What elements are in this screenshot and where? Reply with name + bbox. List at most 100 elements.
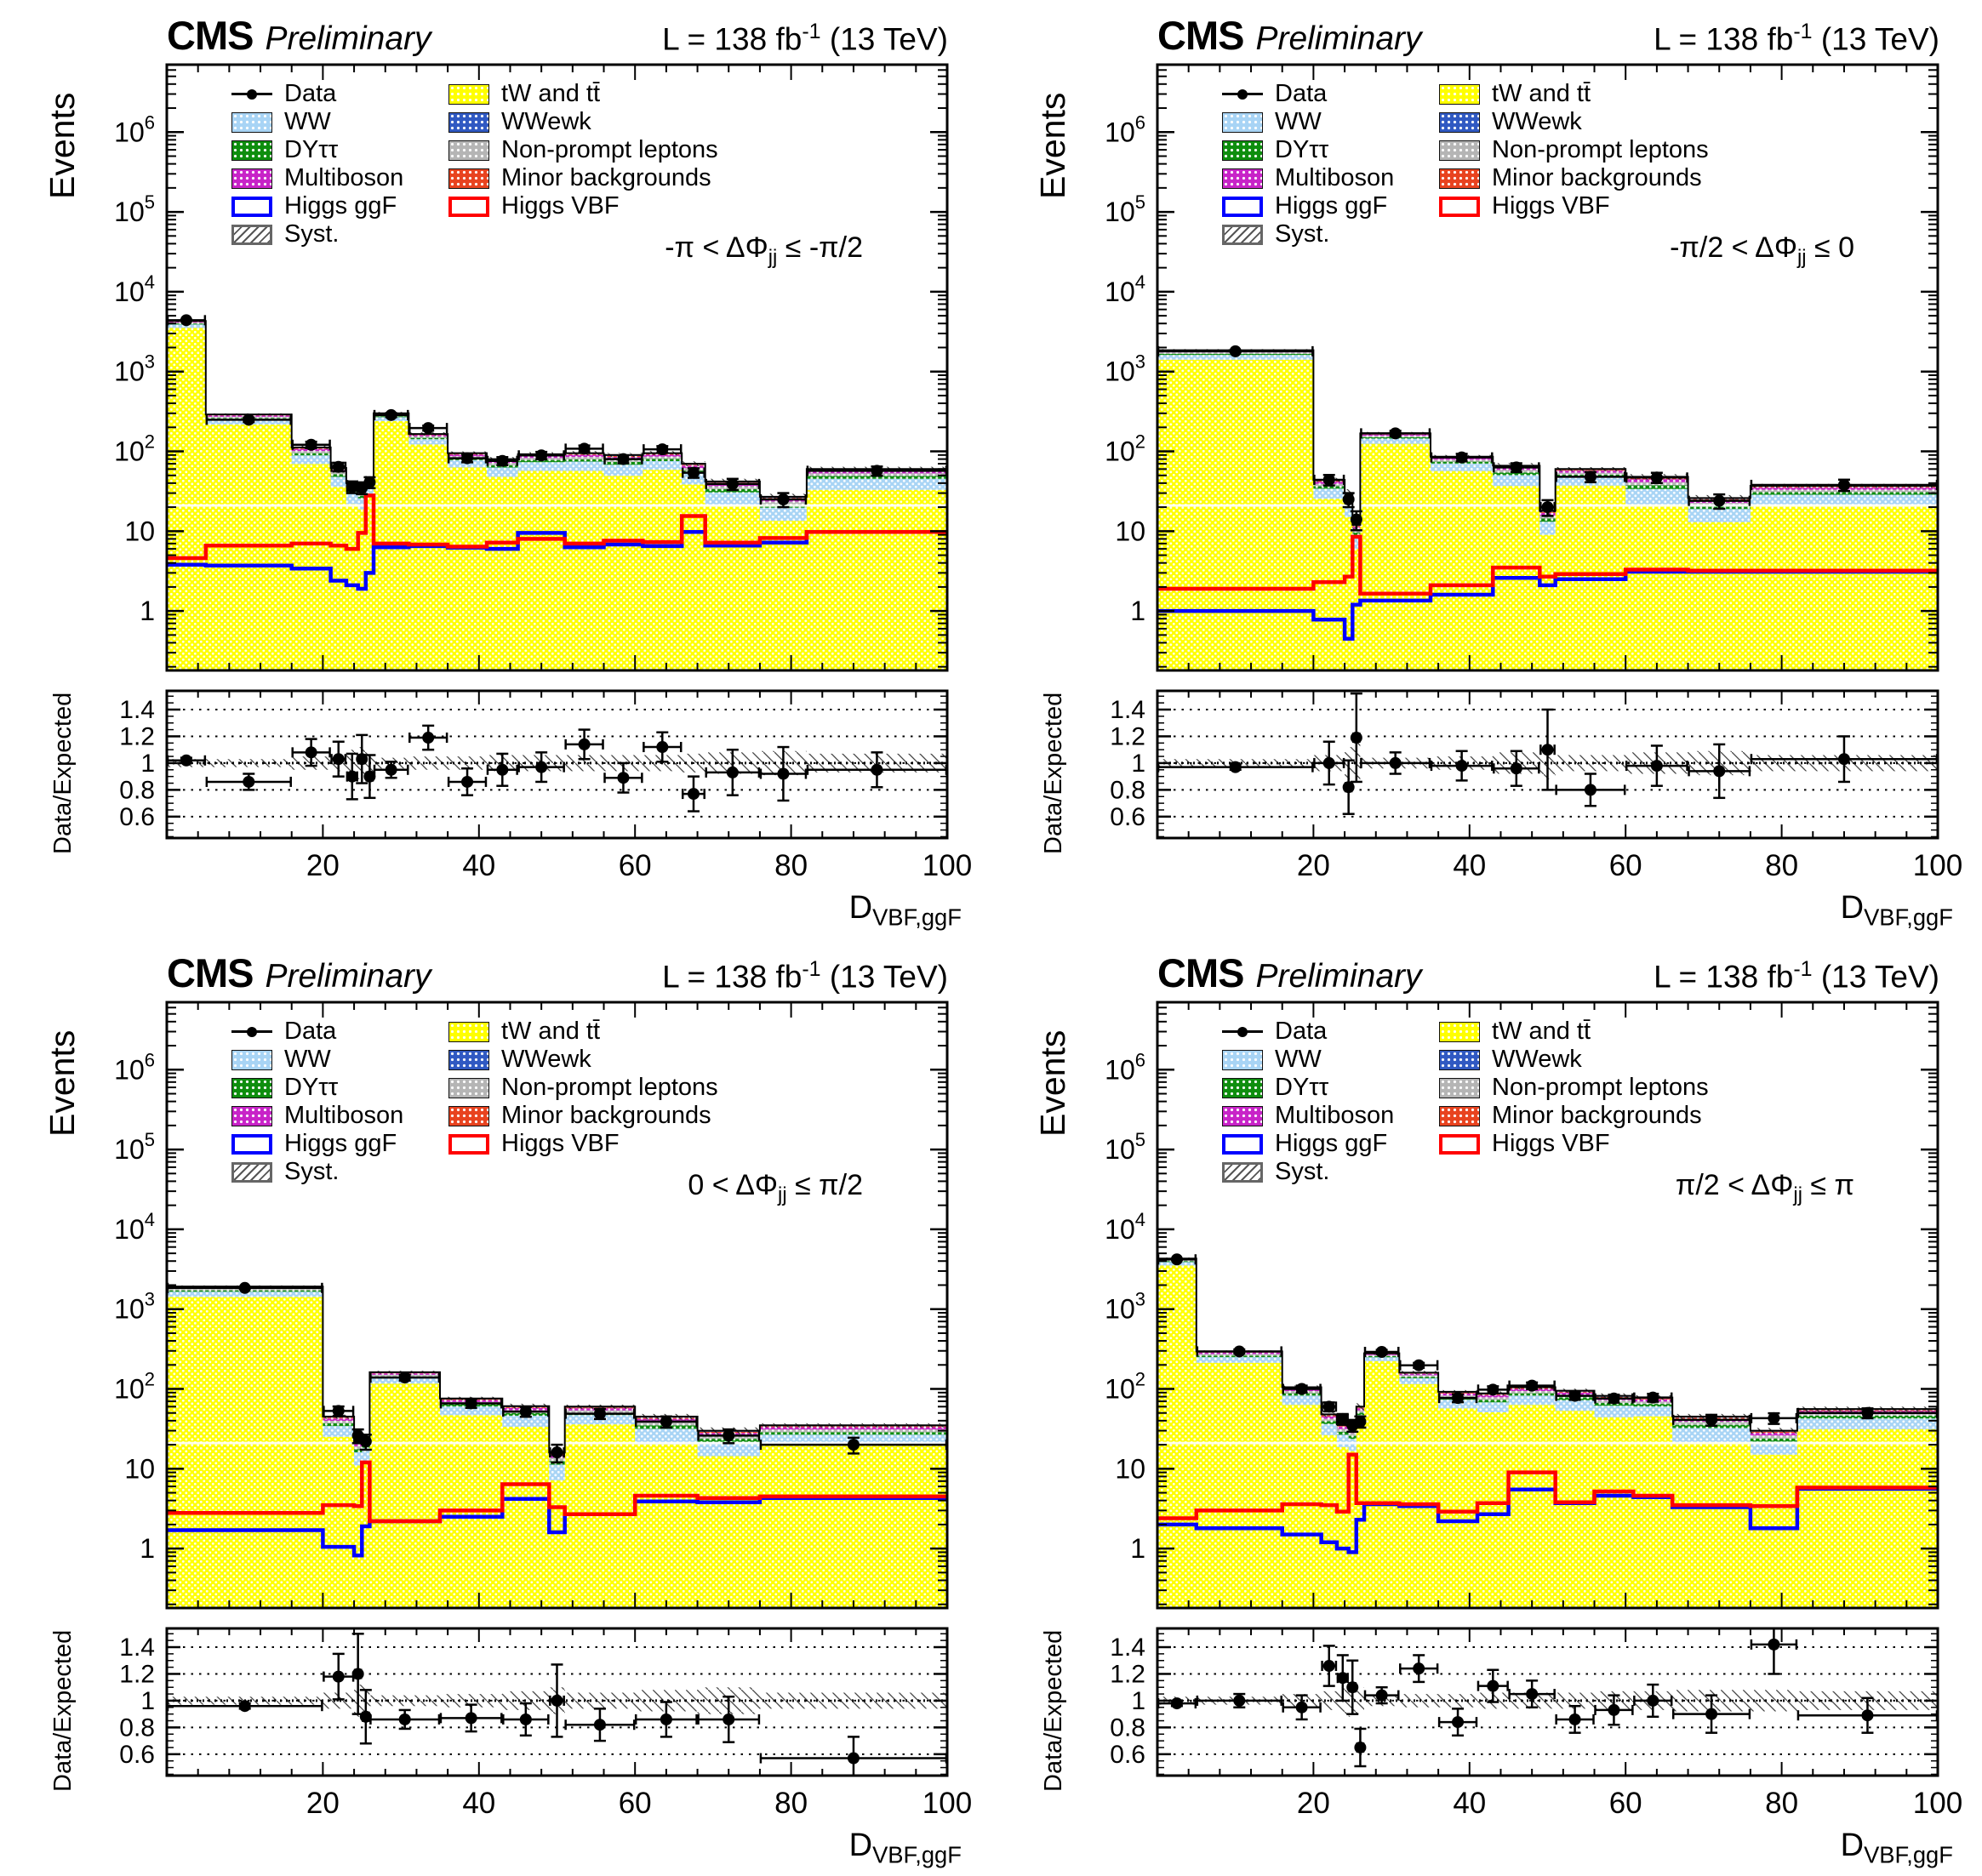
ratio-point <box>1295 1701 1308 1713</box>
data-point <box>1705 1413 1718 1426</box>
x-tick-label: 80 <box>774 849 808 882</box>
ratio-axis-title: Data/Expected <box>1040 1629 1067 1792</box>
ratio-point <box>1455 760 1468 773</box>
luminosity-label: L = 138 fb-1 (13 TeV) <box>662 19 948 56</box>
y-tick-label: 105 <box>1105 191 1145 227</box>
higgs-vbf-line <box>167 1460 947 1524</box>
x-tick-label: 100 <box>922 1787 972 1820</box>
ratio-point <box>871 763 883 776</box>
phase-annotation: 0 < ΔΦjj ≤ π/2 <box>688 1169 863 1206</box>
data-point <box>1487 1383 1499 1396</box>
x-tick-label: 100 <box>922 849 972 882</box>
ratio-tick-label: 0.8 <box>119 1713 155 1742</box>
x-tick-label: 60 <box>1609 1787 1642 1820</box>
ratio-point <box>1510 762 1522 775</box>
x-tick-label: 80 <box>774 1787 808 1820</box>
ratio-tick-label: 1 <box>1131 1687 1145 1715</box>
ratio-tick-label: 1.4 <box>119 1634 155 1662</box>
ratio-point <box>243 775 255 788</box>
luminosity-label: L = 138 fb-1 (13 TeV) <box>1654 956 1939 994</box>
data-point <box>238 1281 251 1294</box>
ratio-point <box>1647 1694 1659 1707</box>
x-axis-title: DVBF,ggF <box>848 890 962 931</box>
ratio-point <box>332 1670 345 1683</box>
data-point <box>660 1415 672 1428</box>
ratio-point <box>1837 753 1850 766</box>
data-point <box>1295 1383 1308 1395</box>
x-tick-label: 60 <box>619 849 652 882</box>
data-point <box>726 477 739 490</box>
y-tick-label: 105 <box>1105 1129 1145 1165</box>
x-axis-title: DVBF,ggF <box>1840 1828 1953 1868</box>
ratio-point <box>1233 1694 1246 1707</box>
data-points <box>167 1281 947 1464</box>
ratio-point <box>1584 784 1596 796</box>
ratio-panel: 0.60.811.21.4 20 40 60 80 100 <box>119 1627 972 1820</box>
y-tick-label: 103 <box>114 1289 155 1325</box>
preliminary-label: Preliminary <box>1255 20 1422 57</box>
data-point <box>359 1435 372 1448</box>
ratio-point <box>535 761 548 773</box>
panel-top-left: 1 10 102 103 104 105 106 0.6 0.8 1 1.2 1.4 20 40 60 80 1… <box>0 0 991 938</box>
data-point <box>1647 1391 1659 1404</box>
ratio-point <box>1487 1679 1499 1692</box>
y-tick-label: 10 <box>124 516 155 546</box>
data-point <box>617 453 630 465</box>
data-point <box>1541 501 1554 514</box>
main-axes: 1 10 102 103 104 105 106 <box>114 1001 949 1610</box>
cms-label: CMS <box>167 13 254 58</box>
higgs-vbf-line <box>1157 1452 1938 1520</box>
ratio-tick-label: 1.4 <box>1110 696 1145 724</box>
ratio-point <box>519 1713 532 1725</box>
data-point <box>535 449 548 462</box>
higgs-vbf-line <box>167 493 947 561</box>
ratio-tick-label: 1.2 <box>1110 1660 1145 1688</box>
stacked-histogram <box>167 320 947 670</box>
y-tick-label: 106 <box>1105 111 1145 147</box>
ratio-point <box>496 763 509 776</box>
plot-header: CMS Preliminary L = 138 fb-1 (13 TeV) <box>1157 949 1939 996</box>
data-point <box>332 1405 345 1417</box>
x-tick-label: 20 <box>1297 1787 1330 1820</box>
ratio-point <box>1346 1681 1359 1694</box>
ratio-tick-label: 1.2 <box>119 722 155 750</box>
ratio-tick-label: 0.6 <box>1110 1741 1145 1769</box>
preliminary-label: Preliminary <box>1255 958 1422 995</box>
ratio-tick-label: 1 <box>1131 750 1145 778</box>
ratio-point <box>687 788 700 801</box>
y-tick-label: 102 <box>1105 431 1145 467</box>
data-point <box>1584 470 1596 483</box>
ratio-point <box>551 1694 563 1707</box>
ratio-point <box>1229 761 1242 773</box>
main-axes: 1 10 102 103 104 105 106 <box>1105 1001 1939 1610</box>
plot-header: CMS Preliminary L = 138 fb-1 (13 TeV) <box>167 12 948 59</box>
ratio-point <box>359 1710 372 1723</box>
x-tick-label: 80 <box>1765 849 1798 882</box>
data-point <box>398 1371 411 1384</box>
ratio-point <box>351 1668 364 1680</box>
data-point <box>1837 478 1850 491</box>
y-tick-label: 104 <box>1105 271 1145 307</box>
x-tick-label: 40 <box>1453 849 1486 882</box>
x-tick-label: 20 <box>306 1787 340 1820</box>
stacked-histogram <box>1157 1257 1938 1608</box>
x-tick-label: 20 <box>306 849 340 882</box>
data-point <box>1322 473 1335 486</box>
cms-label: CMS <box>1157 950 1244 995</box>
panel-top-right: 1 10 102 103 104 105 106 0.6 0.8 1 1.2 1.4 20 40 60 80 1… <box>991 0 1982 938</box>
y-axis-title: Events <box>43 92 82 199</box>
x-tick-label: 60 <box>1609 849 1642 882</box>
ratio-tick-label: 0.8 <box>1110 1713 1145 1742</box>
y-tick-label: 10 <box>1115 516 1145 546</box>
cms-label: CMS <box>1157 13 1244 58</box>
y-tick-label: 106 <box>114 111 155 147</box>
y-tick-label: 1 <box>1130 596 1145 626</box>
ratio-point <box>1170 1697 1183 1710</box>
ratio-point <box>726 766 739 778</box>
syst-band-ratio <box>167 747 947 779</box>
data-point <box>847 1439 860 1451</box>
data-point <box>385 408 397 421</box>
